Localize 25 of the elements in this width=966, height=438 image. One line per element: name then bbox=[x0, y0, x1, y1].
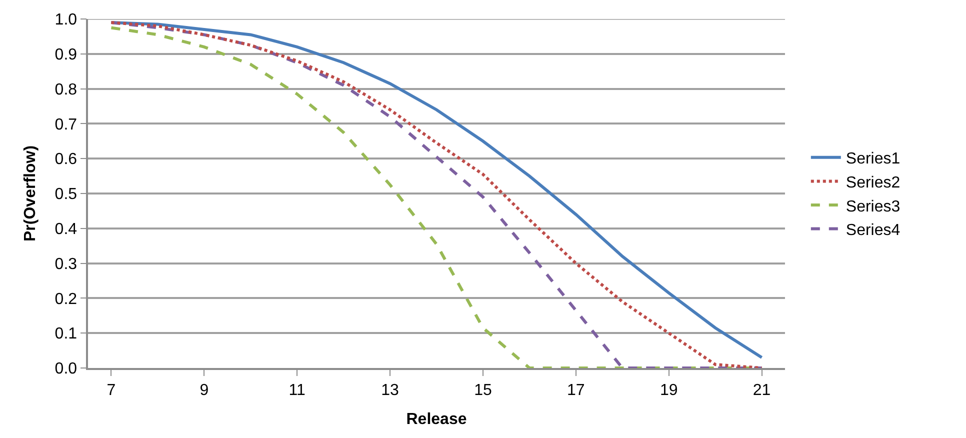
y-tick-label: 0.9 bbox=[54, 46, 78, 64]
x-tick-label: 21 bbox=[752, 382, 771, 399]
y-tick-label: 1.0 bbox=[54, 12, 78, 29]
x-tick-label: 17 bbox=[567, 382, 585, 399]
y-tick-label: 0.4 bbox=[54, 221, 78, 238]
y-tick-label: 0.2 bbox=[54, 290, 78, 308]
x-tick-label: 19 bbox=[660, 382, 678, 399]
y-tick-label: 0.1 bbox=[54, 326, 78, 343]
y-tick-label: 0.7 bbox=[54, 116, 78, 134]
y-axis-title: Pr(Overflow) bbox=[22, 145, 40, 242]
x-tick-label: 13 bbox=[381, 382, 400, 399]
x-axis-title: Release bbox=[406, 411, 467, 428]
legend-label: Series4 bbox=[846, 222, 900, 240]
x-tick-label: 15 bbox=[474, 382, 492, 399]
x-tick-label: 11 bbox=[288, 382, 306, 399]
legend-label: Series3 bbox=[846, 198, 900, 216]
legend-label: Series2 bbox=[846, 174, 900, 192]
y-tick-label: 0.5 bbox=[54, 186, 78, 204]
y-tick-label: 0.6 bbox=[54, 151, 78, 168]
y-tick-label: 0.3 bbox=[54, 256, 78, 273]
x-tick-label: 7 bbox=[106, 382, 116, 399]
x-tick-label: 9 bbox=[200, 382, 209, 399]
y-tick-label: 0.8 bbox=[54, 81, 78, 98]
y-tick-label: 0.0 bbox=[54, 360, 78, 378]
legend-label: Series1 bbox=[846, 150, 900, 168]
